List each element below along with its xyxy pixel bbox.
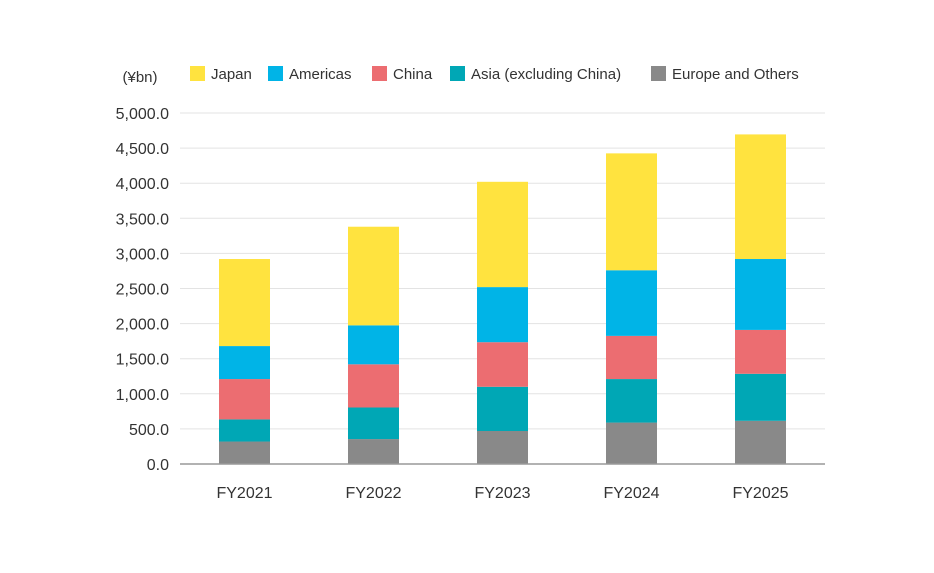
- bar-segment-3-4: [606, 153, 657, 271]
- y-tick-label: 500.0: [129, 422, 169, 439]
- legend-label: Europe and Others: [672, 66, 799, 83]
- bar-segment-2-1: [477, 386, 528, 432]
- bar-segment-0-0: [219, 441, 270, 464]
- x-tick-label: FY2024: [603, 485, 659, 502]
- y-tick-label: 3,000.0: [116, 246, 169, 263]
- bar-segment-3-0: [606, 422, 657, 464]
- legend-swatch: [372, 66, 387, 81]
- y-tick-label: 2,500.0: [116, 282, 169, 299]
- bar-segment-1-2: [348, 364, 399, 408]
- y-tick-label: 2,000.0: [116, 317, 169, 334]
- bars: [219, 134, 786, 464]
- bar-segment-1-0: [348, 439, 399, 464]
- bar-segment-4-4: [735, 134, 786, 260]
- y-unit-label: (¥bn): [122, 69, 157, 86]
- y-tick-label: 0.0: [147, 457, 169, 474]
- legend-label: China: [393, 66, 433, 83]
- bar-segment-1-3: [348, 325, 399, 365]
- axes: 0.0 500.0 1,000.0 1,500.0 2,000.0 2,500.0 3,00…: [116, 106, 825, 502]
- bar-segment-3-3: [606, 270, 657, 336]
- bar-segment-3-2: [606, 335, 657, 380]
- legend-swatch: [651, 66, 666, 81]
- y-tick-label: 1,000.0: [116, 387, 169, 404]
- bar-segment-4-1: [735, 373, 786, 421]
- legend-label: Japan: [211, 66, 252, 83]
- bar-segment-1-4: [348, 226, 399, 326]
- bar-segment-4-3: [735, 259, 786, 330]
- y-tick-label: 1,500.0: [116, 352, 169, 369]
- bar-segment-0-3: [219, 346, 270, 380]
- x-tick-label: FY2022: [345, 485, 401, 502]
- legend-label: Americas: [289, 66, 352, 83]
- bar-segment-2-3: [477, 287, 528, 343]
- bar-segment-0-2: [219, 379, 270, 420]
- bar-segment-3-1: [606, 379, 657, 423]
- legend: Japan Americas China Asia (excluding China)…: [190, 66, 799, 83]
- bar-segment-0-1: [219, 419, 270, 442]
- x-tick-label: FY2025: [732, 485, 788, 502]
- x-tick-label: FY2023: [474, 485, 530, 502]
- bar-segment-2-0: [477, 431, 528, 464]
- y-tick-label: 4,000.0: [116, 176, 169, 193]
- y-tick-label: 3,500.0: [116, 211, 169, 228]
- bar-segment-1-1: [348, 407, 399, 440]
- y-tick-label: 5,000.0: [116, 106, 169, 123]
- bar-segment-4-2: [735, 329, 786, 374]
- y-tick-label: 4,500.0: [116, 141, 169, 158]
- bar-segment-4-0: [735, 420, 786, 464]
- legend-swatch: [268, 66, 283, 81]
- legend-swatch: [450, 66, 465, 81]
- x-tick-label: FY2021: [216, 485, 272, 502]
- bar-segment-0-4: [219, 259, 270, 347]
- legend-label: Asia (excluding China): [471, 66, 621, 83]
- bar-segment-2-4: [477, 181, 528, 288]
- bar-segment-2-2: [477, 342, 528, 387]
- legend-swatch: [190, 66, 205, 81]
